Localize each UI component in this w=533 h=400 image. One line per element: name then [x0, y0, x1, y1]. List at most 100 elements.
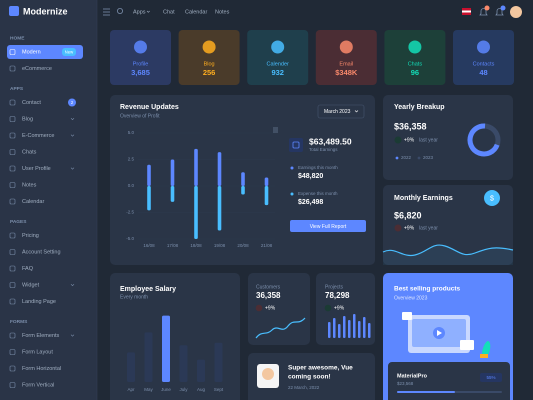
- y-tick-label: 0.0: [128, 183, 135, 188]
- down-icon: [255, 304, 263, 312]
- yearly-note: last year: [419, 137, 438, 143]
- nav-item[interactable]: Modern: [22, 49, 41, 55]
- x-tick-label: June: [161, 387, 171, 392]
- item-icon: [9, 232, 16, 239]
- bar: [170, 159, 175, 186]
- nav-item[interactable]: Form Vertical: [22, 382, 54, 388]
- nav-item[interactable]: Pricing: [22, 233, 39, 239]
- donut-arc: [467, 123, 501, 157]
- customers-sparkline: [255, 317, 306, 339]
- item-icon: [9, 65, 16, 72]
- nav-item[interactable]: Blog: [22, 116, 33, 122]
- nav-link[interactable]: Notes: [215, 9, 230, 15]
- stat-value: 3,685: [131, 68, 150, 77]
- yearly-card: [383, 95, 513, 180]
- best-subtitle: Overview 2023: [394, 295, 428, 301]
- down-icon: [394, 224, 402, 232]
- item-icon: [9, 198, 16, 205]
- news-date: 22 March, 2022: [288, 385, 320, 390]
- nav-link[interactable]: Apps: [133, 9, 146, 15]
- nav-item[interactable]: FAQ: [22, 266, 34, 272]
- monthly-value: $6,820: [394, 210, 422, 220]
- bell-badge: [484, 5, 490, 11]
- chevron: [70, 283, 75, 287]
- projects-title: Projects: [325, 284, 344, 290]
- nav-item[interactable]: Notes: [22, 182, 37, 188]
- cart-badge: [500, 5, 506, 11]
- nav-item[interactable]: Calendar: [22, 199, 44, 205]
- news-avatar: [262, 368, 274, 380]
- stat-value: $348K: [335, 68, 358, 77]
- period-select[interactable]: [317, 104, 365, 119]
- revenue-title: Revenue Updates: [120, 104, 179, 111]
- monthly-icon: [484, 190, 500, 206]
- x-tick-label: 21/08: [261, 243, 273, 248]
- news-card: [248, 353, 375, 400]
- report-button[interactable]: [290, 220, 366, 232]
- stat-card[interactable]: [247, 30, 309, 85]
- stat-card[interactable]: [384, 30, 446, 85]
- progress-fill: [397, 391, 455, 393]
- nav-item[interactable]: Widget: [22, 282, 40, 288]
- x-tick-label: Aug: [197, 387, 206, 392]
- customers-card: [248, 273, 310, 345]
- item-icon: [9, 49, 16, 55]
- stat-card[interactable]: [178, 30, 240, 85]
- nav-item[interactable]: E-Commerce: [22, 133, 54, 139]
- stat-card[interactable]: [110, 30, 171, 85]
- stat-icon: [202, 40, 216, 54]
- customers-value: 36,358: [256, 291, 281, 300]
- legend-label: 2022: [401, 155, 412, 160]
- bar: [241, 172, 245, 186]
- chart-menu[interactable]: [273, 127, 278, 133]
- monthly-card: [383, 185, 513, 265]
- x-tick-label: 20/08: [237, 243, 249, 248]
- yearly-title: Yearly Breakup: [394, 104, 445, 111]
- item-icon: [9, 132, 16, 139]
- search-icon[interactable]: [117, 7, 124, 14]
- y-tick-label: -2.5: [126, 210, 134, 215]
- nav-item[interactable]: eCommerce: [22, 66, 52, 72]
- avatar[interactable]: [510, 6, 522, 18]
- stat-icon: [339, 40, 353, 54]
- nav-item[interactable]: Contact: [22, 100, 41, 106]
- legend-label: 2023: [423, 155, 434, 160]
- stat-icon: [271, 40, 285, 54]
- bar: [264, 177, 269, 186]
- legend-dot: [395, 156, 399, 160]
- hamburger[interactable]: [103, 8, 110, 16]
- nav-link[interactable]: Calendar: [185, 9, 207, 15]
- stat-icon: [477, 40, 490, 54]
- monthly-area: [383, 245, 513, 265]
- section-heading: HOME: [10, 35, 25, 41]
- bar: [264, 186, 269, 206]
- y-tick-label: 5.0: [128, 130, 135, 135]
- nav-item[interactable]: Form Layout: [22, 349, 53, 355]
- item-icon: [9, 149, 16, 155]
- stat-icon: [408, 40, 422, 54]
- x-tick-label: July: [179, 387, 188, 392]
- section-heading: FORMS: [10, 319, 28, 325]
- cart-icon[interactable]: [495, 8, 504, 16]
- flag-stripe: [462, 10, 471, 13]
- nav-item[interactable]: Form Horizontal: [22, 366, 61, 372]
- nav-item[interactable]: Chats: [22, 149, 37, 155]
- sidebar: [0, 0, 97, 400]
- x-tick-label: Sept: [214, 387, 224, 392]
- nav-item[interactable]: Account Setting: [22, 249, 61, 255]
- percent-label: 55%: [486, 375, 495, 380]
- item-icon: [9, 282, 16, 288]
- nav-item[interactable]: User Profile: [22, 166, 51, 172]
- nav-link[interactable]: Chat: [163, 9, 175, 15]
- chevron: [70, 134, 75, 137]
- stat-value: 96: [411, 68, 419, 77]
- nav-item[interactable]: Landing Page: [22, 299, 56, 305]
- stat-card[interactable]: [315, 30, 377, 85]
- bell-icon[interactable]: [479, 8, 488, 16]
- nav-item[interactable]: Form Elements: [22, 333, 60, 339]
- illustration: [402, 312, 491, 358]
- stat-card[interactable]: [453, 30, 514, 85]
- bar: [217, 152, 222, 186]
- yearly-value: $36,358: [394, 121, 427, 131]
